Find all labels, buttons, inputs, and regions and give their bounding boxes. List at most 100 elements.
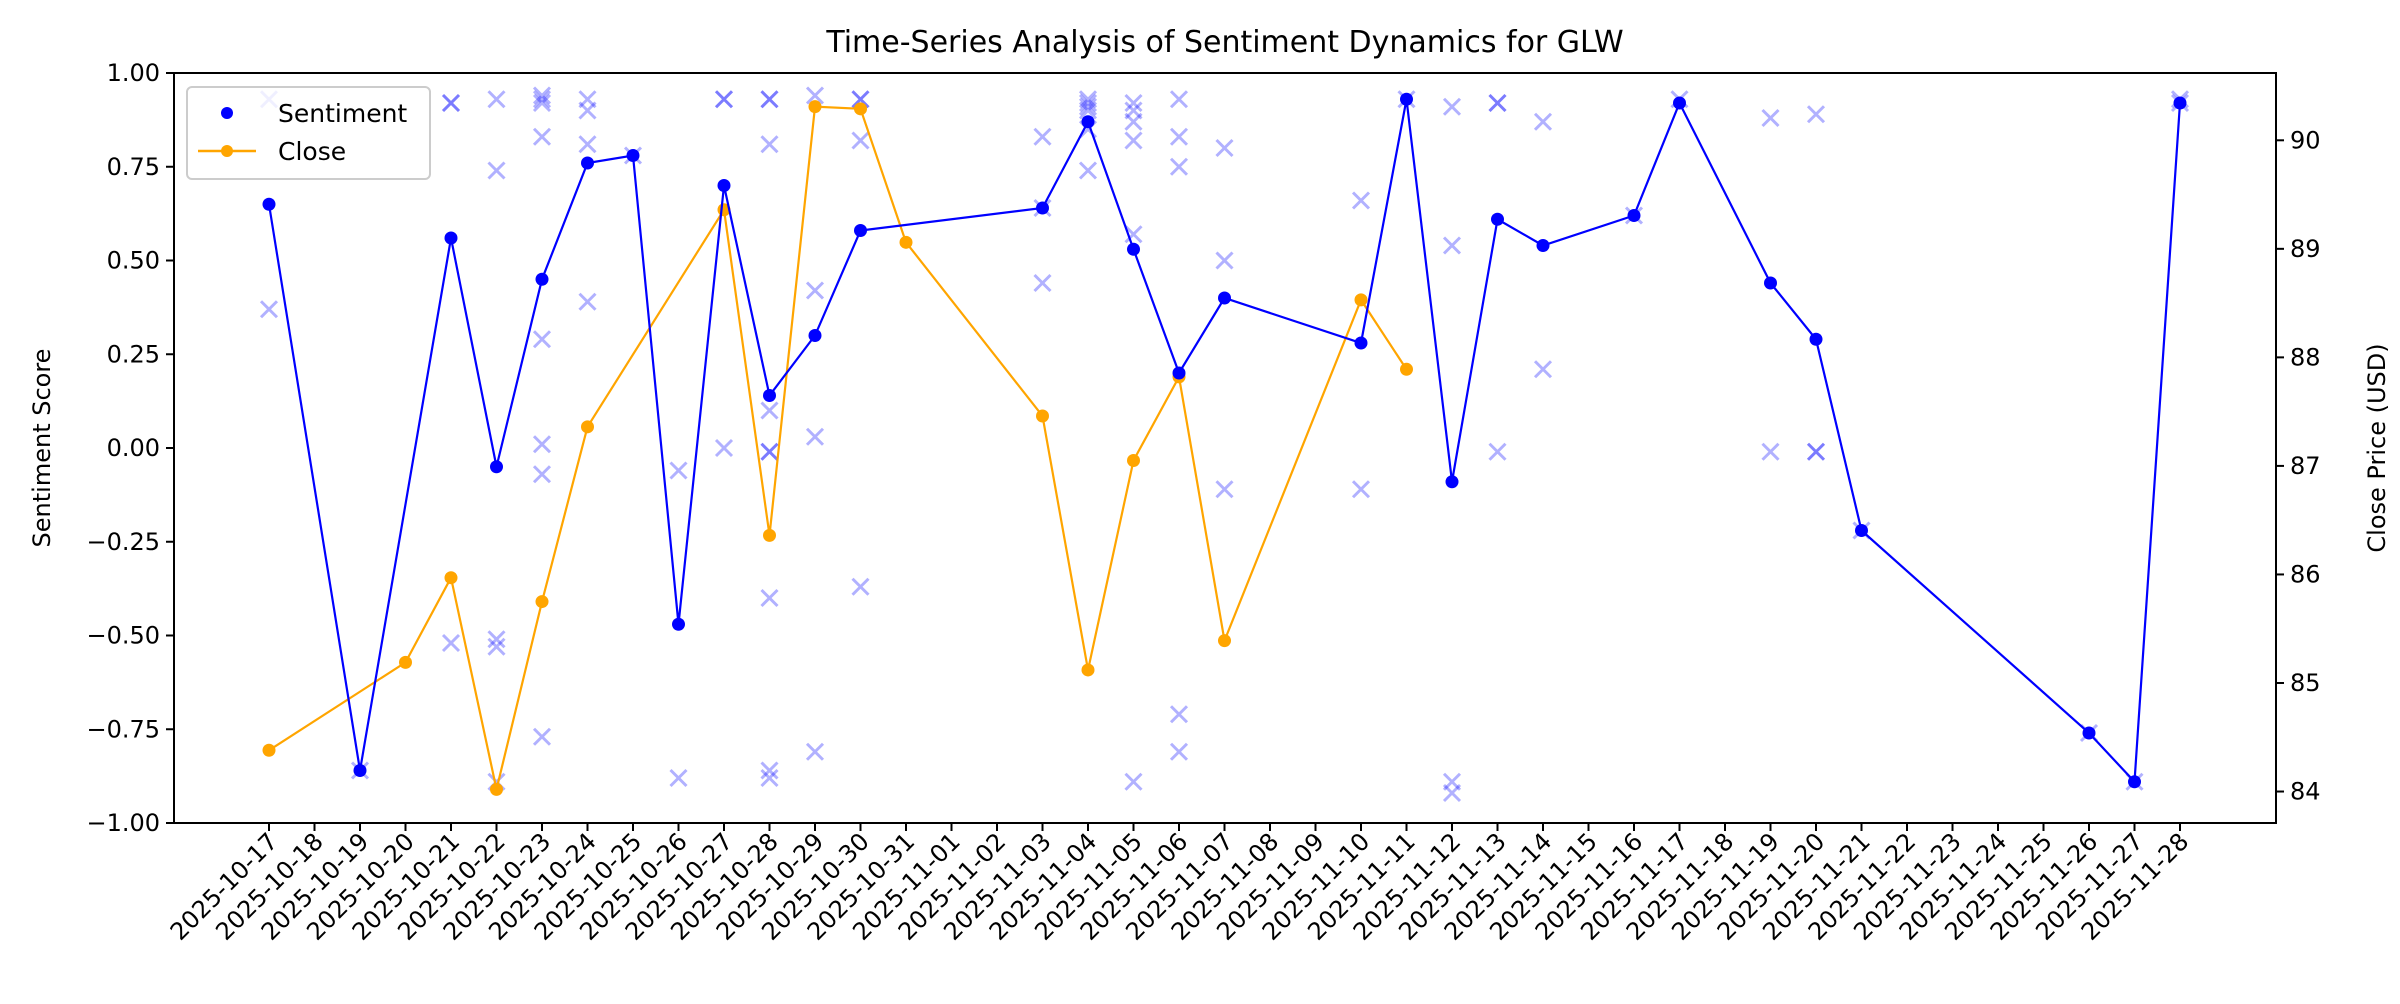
- x-marker-icon: [1078, 97, 1098, 116]
- left-axis-label: Sentiment Score: [28, 349, 56, 548]
- x-marker-icon: [851, 90, 870, 109]
- x-marker-icon: [1761, 108, 1780, 128]
- sentiment-point: [490, 460, 503, 474]
- x-marker-icon: [487, 630, 506, 649]
- x-marker-icon: [1124, 131, 1143, 150]
- x-marker-icon: [1215, 138, 1234, 158]
- sentiment-point: [1673, 96, 1686, 110]
- x-marker-icon: [714, 90, 734, 109]
- sentiment-point: [808, 329, 822, 342]
- close-point: [1127, 453, 1140, 467]
- x-marker-icon: [1488, 93, 1507, 113]
- close-point: [899, 235, 913, 249]
- x-marker-icon: [760, 442, 779, 461]
- x-marker-icon: [669, 768, 688, 788]
- x-marker-icon: [532, 727, 552, 746]
- x-marker-icon: [805, 427, 825, 446]
- x-marker-icon: [1488, 93, 1507, 113]
- x-marker-icon: [760, 768, 779, 788]
- x-marker-icon: [760, 442, 779, 461]
- sentiment-point: [763, 389, 776, 402]
- x-marker-icon: [1124, 772, 1143, 791]
- left-tick-label: 0.25: [107, 340, 160, 368]
- sentiment-point: [1809, 332, 1823, 346]
- x-marker-icon: [259, 300, 279, 319]
- left-tick-label: −0.25: [86, 528, 160, 556]
- x-marker-icon: [578, 292, 597, 311]
- x-marker-icon: [714, 90, 734, 109]
- sentiment-point: [2082, 726, 2096, 740]
- x-marker-icon: [1806, 105, 1826, 124]
- x-marker-icon: [578, 135, 597, 154]
- right-tick-label: 86: [2290, 560, 2321, 588]
- x-marker-icon: [1124, 101, 1143, 120]
- x-marker-icon: [1124, 225, 1143, 244]
- close-point: [1400, 362, 1413, 376]
- x-marker-icon: [1078, 90, 1098, 109]
- x-marker-icon: [1078, 101, 1098, 120]
- legend-sentiment-label: Sentiment: [278, 99, 407, 128]
- x-marker-icon: [532, 90, 552, 109]
- left-tick-label: −0.75: [86, 715, 160, 743]
- sentiment-point: [1491, 212, 1504, 226]
- close-series: [262, 100, 1413, 796]
- x-marker-icon: [1488, 442, 1507, 461]
- left-tick-label: 1.00: [107, 59, 160, 87]
- x-marker-icon: [1442, 783, 1462, 803]
- x-marker-icon: [487, 90, 506, 109]
- sentiment-point: [854, 224, 867, 237]
- close-point: [1036, 409, 1049, 423]
- right-tick-label: 87: [2290, 452, 2321, 480]
- right-axis-label: Close Price (USD): [2363, 343, 2391, 552]
- x-marker-icon: [851, 90, 870, 109]
- x-marker-icon: [487, 637, 506, 656]
- close-point: [399, 655, 412, 669]
- sentiment-point: [1081, 115, 1095, 129]
- x-marker-icon: [805, 86, 825, 105]
- left-tick-label: 0.75: [107, 153, 160, 181]
- close-point: [581, 420, 594, 434]
- x-marker-icon: [1033, 127, 1052, 146]
- x-marker-icon: [532, 330, 552, 349]
- x-marker-icon: [760, 135, 779, 154]
- x-marker-icon: [1169, 742, 1189, 761]
- sentiment-point: [262, 197, 276, 211]
- sentiment-point: [2128, 775, 2141, 789]
- x-marker-icon: [760, 761, 779, 780]
- x-marker-icon: [760, 401, 779, 420]
- x-marker-icon: [805, 742, 825, 761]
- close-point: [444, 571, 458, 585]
- x-marker-icon: [760, 90, 779, 109]
- x-marker-icon: [1533, 112, 1553, 131]
- close-line: [268, 105, 1408, 790]
- legend-close-dot-icon: [221, 145, 233, 157]
- sentiment-point: [2173, 96, 2187, 110]
- x-marker-icon: [1351, 480, 1371, 499]
- sentiment-point: [1036, 201, 1049, 215]
- x-marker-icon: [760, 90, 779, 109]
- x-marker-icon: [1033, 273, 1052, 293]
- x-marker-icon: [441, 93, 461, 113]
- x-marker-icon: [1215, 251, 1234, 270]
- right-tick-label: 84: [2290, 778, 2321, 806]
- x-marker-icon: [1169, 127, 1189, 146]
- sentiment-line: [267, 99, 2182, 785]
- chart-title: Time-Series Analysis of Sentiment Dynami…: [825, 25, 1623, 60]
- close-point: [262, 743, 276, 757]
- x-marker-icon: [578, 101, 597, 120]
- x-marker-icon: [441, 93, 461, 113]
- close-point: [1354, 293, 1368, 307]
- left-tick-label: 0.00: [107, 434, 160, 462]
- x-marker-icon: [1215, 480, 1234, 499]
- legend: Sentiment Close: [186, 86, 431, 180]
- x-marker-icon: [487, 161, 506, 180]
- x-marker-icon: [1442, 772, 1462, 791]
- legend-sentiment-dot-icon: [221, 107, 233, 119]
- x-marker-icon: [1533, 360, 1553, 379]
- x-marker-icon: [1078, 93, 1098, 113]
- x-marker-icon: [532, 435, 552, 454]
- legend-box: [186, 86, 431, 180]
- x-marker-icon: [1761, 442, 1780, 461]
- sentiment-point: [1627, 209, 1641, 222]
